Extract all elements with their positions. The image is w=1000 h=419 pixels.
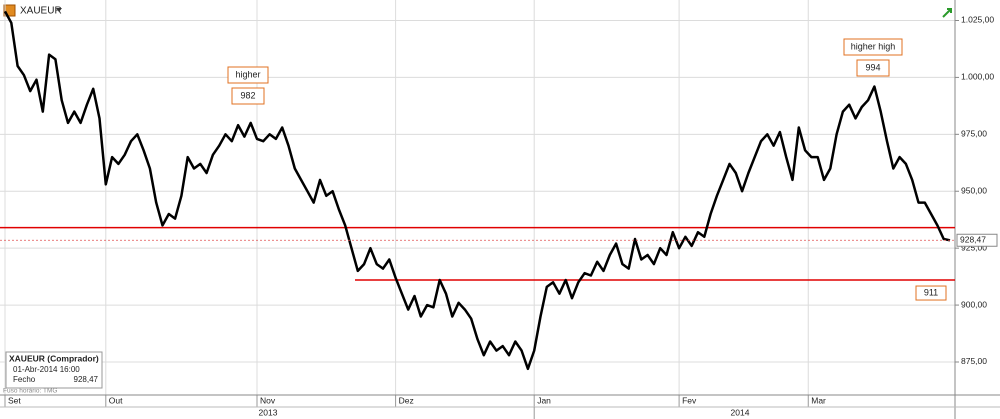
- annotation-value: 994: [865, 62, 880, 72]
- annotation-value: 982: [240, 90, 255, 100]
- info-title: XAUEUR (Comprador): [9, 353, 99, 363]
- x-tick-label: Fev: [682, 395, 697, 405]
- symbol-icon: [3, 4, 16, 17]
- y-tick-label: 925,00: [961, 242, 987, 252]
- annotation-box: [843, 38, 903, 56]
- y-tick-label: 875,00: [961, 356, 987, 366]
- info-close: 928,47: [74, 375, 99, 384]
- x-tick-label: Dez: [399, 395, 414, 405]
- y-tick-label: 1.025,00: [961, 15, 994, 25]
- trend-icon[interactable]: [942, 8, 952, 18]
- x-tick-label: Set: [8, 395, 21, 405]
- y-tick-label: 900,00: [961, 299, 987, 309]
- info-box: [5, 351, 103, 389]
- symbol-dropdown[interactable]: [56, 8, 62, 12]
- year-label: 2014: [731, 407, 750, 417]
- y-tick-label: 950,00: [961, 185, 987, 195]
- x-tick-label: Nov: [260, 395, 276, 405]
- x-tick-label: Jan: [537, 395, 551, 405]
- last-price-box: [956, 233, 998, 247]
- level-label-box: [915, 285, 947, 301]
- annotation-value-box: [856, 59, 890, 77]
- timezone-note: Fuso horário: TMG: [3, 388, 57, 395]
- info-datetime: 01-Abr-2014 16:00: [13, 365, 80, 374]
- x-tick-label: Mar: [811, 395, 826, 405]
- annotation-value-box: [231, 87, 265, 105]
- price-line: [3, 10, 951, 371]
- y-tick-label: 1.000,00: [961, 72, 994, 82]
- level-label: 911: [924, 287, 938, 297]
- y-tick-label: 975,00: [961, 129, 987, 139]
- info-close-label: Fecho: [13, 375, 36, 384]
- year-label: 2013: [259, 407, 278, 417]
- symbol[interactable]: XAUEUR: [20, 6, 62, 17]
- annotation-box: [227, 66, 269, 84]
- annotation-text: higher: [235, 69, 260, 79]
- annotation-text: higher high: [851, 41, 896, 51]
- x-tick-label: Out: [109, 395, 123, 405]
- last-price-label: 928,47: [960, 235, 986, 245]
